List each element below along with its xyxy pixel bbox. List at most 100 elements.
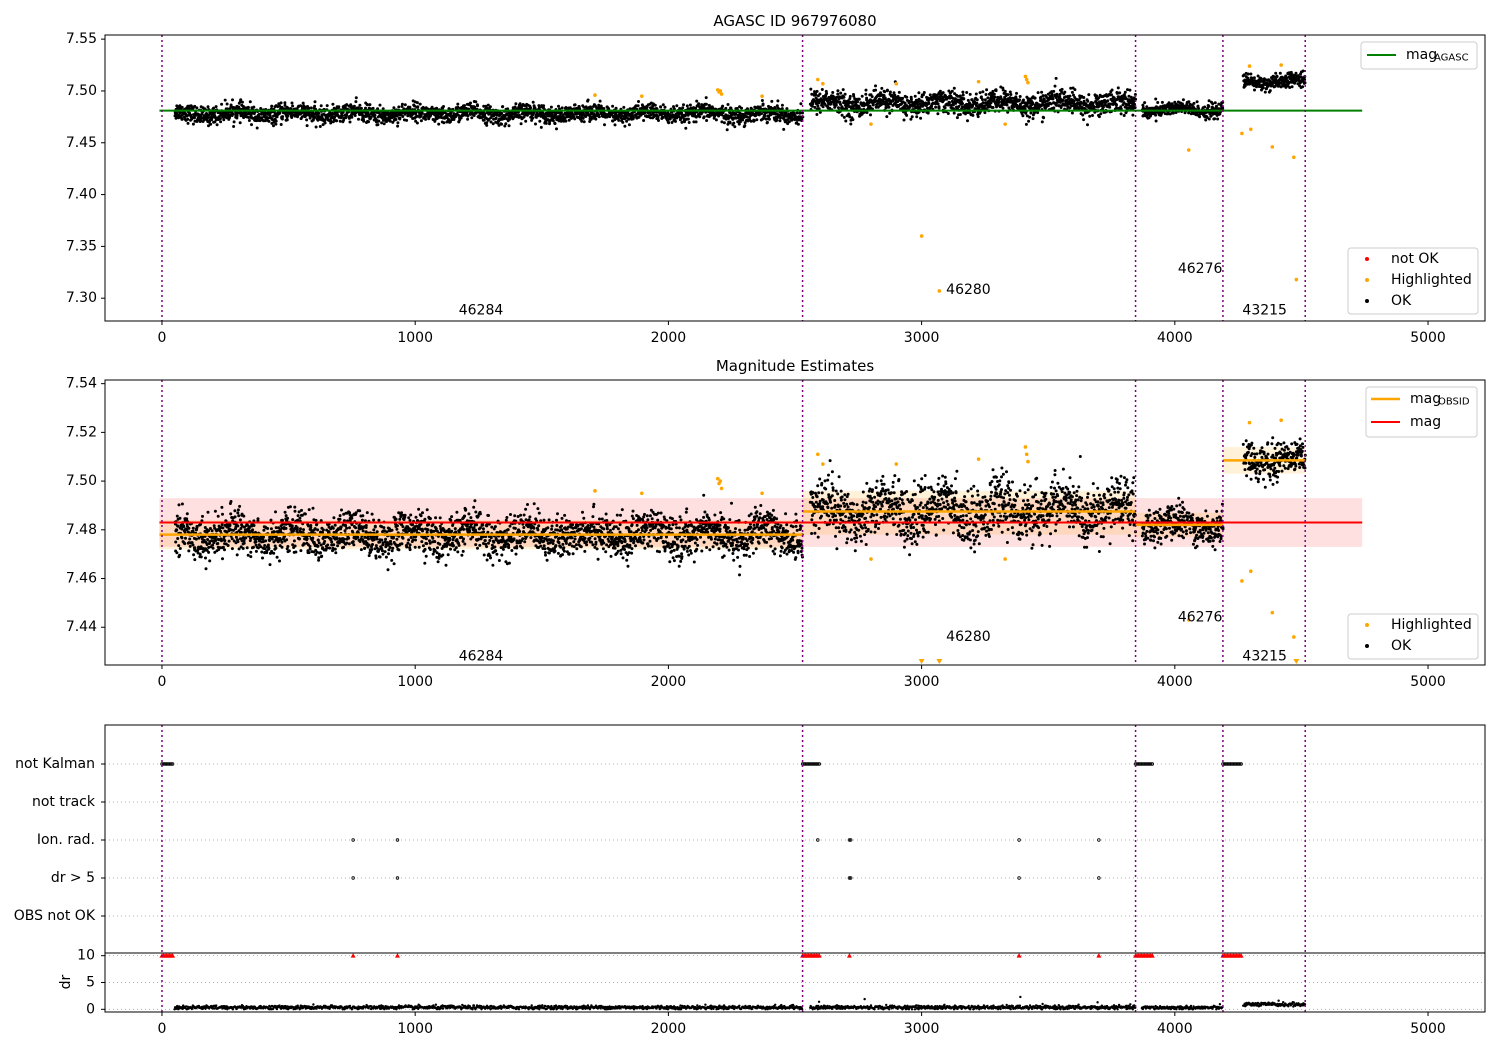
ok-point: [357, 117, 360, 121]
ok-point: [582, 120, 586, 124]
ok-point: [180, 105, 184, 109]
ok-point: [1249, 72, 1253, 76]
ok-point: [350, 115, 354, 119]
legend-swatch-dot: [1365, 278, 1369, 282]
ok-point: [994, 89, 998, 93]
ok-point: [401, 115, 405, 118]
ok-point: [303, 512, 307, 516]
ok-point: [173, 114, 177, 118]
ok-point: [749, 119, 753, 123]
ok-point: [760, 99, 764, 102]
ok-point: [514, 102, 518, 106]
ok-point: [553, 122, 557, 126]
ok-point: [950, 89, 954, 93]
ok-point: [1052, 106, 1056, 110]
ok-point: [1274, 71, 1278, 75]
ok-point: [228, 524, 232, 528]
ok-point: [513, 105, 517, 109]
ok-point: [364, 106, 367, 110]
ok-point: [799, 102, 803, 106]
ok-point: [229, 512, 233, 516]
ok-point: [281, 115, 285, 119]
ok-point: [195, 526, 199, 529]
obsid-label: 46276: [1178, 261, 1223, 277]
ok-point: [424, 117, 428, 121]
ok-point: [779, 116, 782, 120]
ok-point: [682, 103, 685, 107]
ok-point: [1154, 97, 1158, 101]
ok-point: [874, 84, 877, 88]
ok-point: [320, 554, 324, 558]
ok-point: [183, 530, 187, 534]
ok-point: [836, 89, 840, 93]
ok-point: [598, 99, 602, 103]
ok-point: [221, 526, 225, 530]
ok-point: [524, 119, 528, 123]
ok-point: [268, 563, 272, 567]
ok-point: [834, 103, 838, 107]
ok-point: [1154, 113, 1158, 117]
ok-point: [238, 518, 242, 522]
ok-point: [234, 535, 238, 539]
ok-point: [280, 117, 284, 121]
ok-point: [1001, 106, 1005, 110]
ok-point: [218, 117, 222, 121]
ok-point: [284, 514, 288, 518]
ok-point: [287, 549, 291, 553]
ok-point: [726, 103, 730, 106]
ok-point: [594, 117, 598, 121]
ok-point: [175, 551, 179, 555]
magnitude-estimates-panel: Magnitude Estimates462844628046276432150…: [66, 357, 1486, 690]
ok-point: [816, 104, 820, 108]
ok-point: [1263, 90, 1267, 94]
ok-point: [246, 553, 250, 557]
ok-point: [685, 104, 689, 108]
y-tick-label: 7.55: [66, 31, 97, 47]
ok-point: [1027, 119, 1031, 123]
ok-point: [815, 113, 819, 116]
highlighted-point: [1240, 131, 1244, 136]
ok-point: [1092, 105, 1096, 109]
ok-point: [926, 111, 930, 115]
ok-point: [456, 113, 460, 117]
ok-point: [226, 544, 230, 547]
ok-point: [177, 544, 181, 548]
ok-point: [1221, 106, 1225, 110]
legend-label-subscript: AGASC: [1434, 53, 1469, 64]
ok-point: [223, 548, 226, 552]
ok-point: [687, 121, 691, 124]
ok-point: [1301, 69, 1305, 73]
ok-point: [761, 102, 765, 106]
ok-point: [621, 120, 625, 124]
ok-point: [267, 119, 271, 123]
ok-point: [962, 97, 966, 101]
ok-point: [573, 117, 577, 121]
ok-point: [981, 90, 985, 94]
legend-label: Highlighted: [1391, 272, 1472, 288]
ok-point: [373, 113, 377, 117]
ok-point: [392, 106, 396, 110]
ok-point: [1018, 98, 1021, 102]
ok-point: [235, 116, 239, 120]
ok-point: [187, 526, 191, 530]
ok-point: [555, 127, 558, 131]
ok-point: [907, 99, 911, 103]
ok-point: [300, 508, 303, 512]
ok-point: [302, 528, 305, 532]
ok-point: [442, 121, 446, 125]
ok-point: [466, 114, 470, 118]
ok-point: [340, 114, 344, 118]
ok-point: [733, 125, 737, 129]
ok-point: [1160, 100, 1164, 104]
ok-point: [910, 115, 914, 119]
ok-point: [864, 92, 868, 96]
ok-point: [325, 104, 329, 108]
ok-point: [485, 123, 489, 127]
ok-point: [1252, 76, 1256, 80]
ok-point: [309, 526, 313, 530]
ok-point: [975, 101, 979, 105]
ok-point: [1122, 114, 1126, 117]
ok-point: [268, 539, 272, 543]
ok-point: [642, 119, 646, 122]
ok-point: [279, 123, 283, 126]
